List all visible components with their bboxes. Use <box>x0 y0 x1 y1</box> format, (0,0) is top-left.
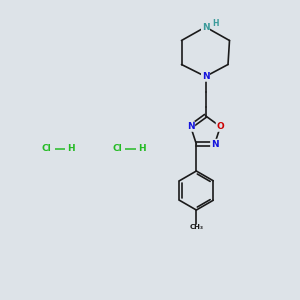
Text: N: N <box>187 122 194 131</box>
Text: Cl: Cl <box>112 144 122 153</box>
Text: H: H <box>138 144 146 153</box>
Text: N: N <box>202 72 209 81</box>
Text: Cl: Cl <box>42 144 51 153</box>
Text: N: N <box>202 22 209 32</box>
Text: N: N <box>211 140 218 148</box>
Text: O: O <box>217 122 224 131</box>
Text: H: H <box>67 144 75 153</box>
Text: CH₃: CH₃ <box>189 224 203 230</box>
Text: H: H <box>212 20 219 28</box>
